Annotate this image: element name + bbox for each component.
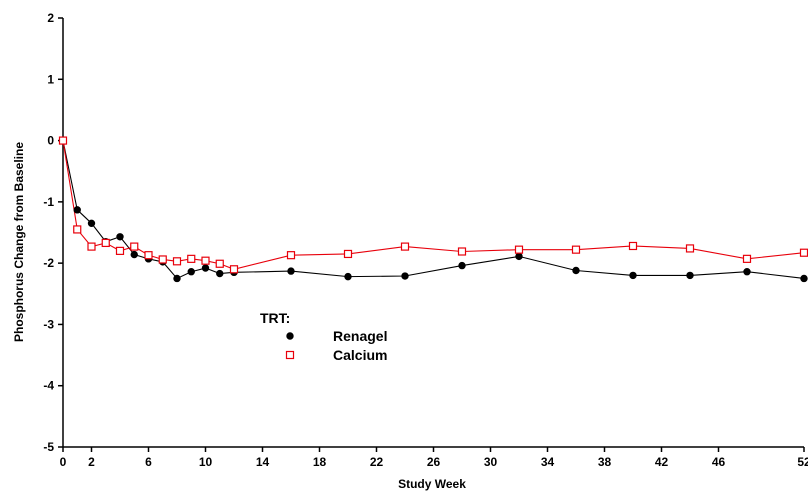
y-tick-label: -1 [43,195,54,209]
renagel-point [201,264,210,272]
renagel-point [216,269,224,278]
calcium-point [343,249,353,259]
y-tick-label: 0 [47,134,54,148]
renagel-point [130,250,138,259]
legend: TRT: Renagel Calcium [260,310,387,363]
renagel-point [73,206,81,214]
calcium-point [571,245,581,254]
calcium-point [73,225,82,234]
x-tick-label: 30 [484,455,498,469]
legend-title: TRT: [260,310,290,326]
y-tick-label: 2 [47,11,54,25]
calcium-point [286,251,296,260]
renagel-point [344,272,352,281]
calcium-point [187,254,196,263]
renagel-point [515,252,523,261]
renagel-point [287,267,295,275]
calcium-point [742,254,752,263]
legend-marker-renagel [286,332,294,340]
calcium-point [58,136,68,145]
renagel-point [401,272,409,280]
calcium-point [101,238,110,248]
renagel-point [743,268,751,276]
x-tick-label: 46 [712,455,726,469]
y-tick-label: -4 [43,379,54,393]
x-tick-label: 52 [797,455,808,469]
renagel-point [800,274,808,283]
y-axis-title: Phosphorus Change from Baseline [12,142,26,342]
calcium-point [115,246,125,255]
y-tick-label: -5 [43,440,54,454]
calcium-point [130,242,139,251]
calcium-point [158,255,167,264]
renagel-point [572,266,580,275]
calcium-point [172,257,182,266]
calcium-point [799,248,808,257]
y-tick-label: 1 [47,72,54,86]
x-tick-label: 0 [60,455,67,469]
x-tick-label: 18 [313,455,327,469]
calcium-point [514,245,524,254]
calcium-point [87,242,96,251]
legend-label-calcium: Calcium [333,347,387,363]
x-tick-label: 14 [256,455,270,469]
renagel-point [458,261,466,270]
x-tick-label: 6 [145,455,152,469]
x-tick-label: 10 [199,455,213,469]
calcium-point [215,259,224,268]
series-points [58,136,808,283]
calcium-point [201,256,210,265]
calcium-point [457,247,467,256]
x-axis-title: Study Week [398,477,466,491]
calcium-point [400,242,410,251]
x-tick-label: 22 [370,455,384,469]
renagel-point [187,268,195,276]
legend-label-renagel: Renagel [333,328,387,344]
x-tick-label: 2 [88,455,95,469]
calcium-point [628,241,638,251]
renagel-point [116,233,124,241]
renagel-point [686,271,694,280]
renagel-point [173,274,181,283]
x-tick-label: 38 [598,455,612,469]
x-tick-label: 42 [655,455,669,469]
y-tick-label: -2 [43,256,54,270]
x-tick-label: 26 [427,455,441,469]
calcium-point [144,251,153,260]
renagel-point [629,271,637,280]
legend-marker-calcium [285,350,295,360]
y-tick-label: -3 [43,317,54,331]
x-tick-label: 34 [541,455,555,469]
renagel-point [87,219,96,228]
calcium-point [685,244,695,253]
calcium-point [229,265,239,274]
